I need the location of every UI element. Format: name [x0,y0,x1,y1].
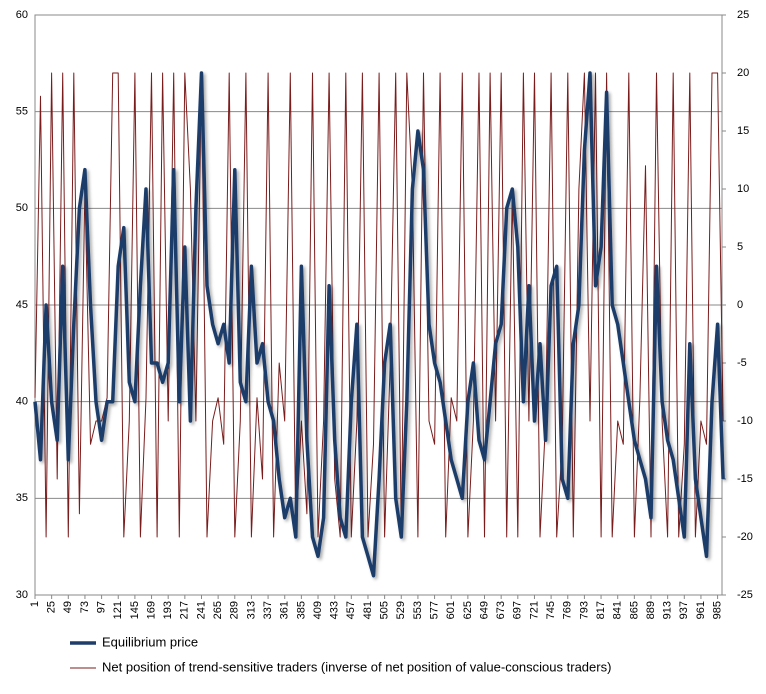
legend-label: Net position of trend-sensitive traders … [102,659,611,674]
x-tick-label: 217 [179,601,191,619]
x-tick-label: 553 [412,601,424,619]
x-tick-label: 169 [145,601,157,619]
x-tick-label: 913 [662,601,674,619]
y2-tick-label: 5 [737,241,743,253]
x-tick-label: 481 [362,601,374,619]
x-tick-label: 817 [595,601,607,619]
x-tick-label: 529 [395,601,407,619]
x-tick-label: 289 [229,601,241,619]
x-tick-label: 1 [29,601,41,607]
x-tick-label: 745 [545,601,557,619]
x-tick-label: 673 [495,601,507,619]
x-tick-label: 409 [312,601,324,619]
x-tick-label: 937 [678,601,690,619]
y-tick-label: 40 [16,396,28,408]
y2-tick-label: 25 [737,9,749,21]
y2-tick-label: -25 [737,589,753,601]
x-tick-label: 337 [262,601,274,619]
y2-tick-label: 20 [737,67,749,79]
x-tick-label: 769 [562,601,574,619]
x-tick-label: 649 [478,601,490,619]
x-tick-label: 361 [279,601,291,619]
y2-tick-label: -20 [737,531,753,543]
x-tick-label: 985 [712,601,724,619]
x-tick-label: 433 [329,601,341,619]
y2-tick-label: -15 [737,473,753,485]
x-tick-label: 505 [379,601,391,619]
x-tick-label: 457 [345,601,357,619]
x-tick-label: 841 [612,601,624,619]
x-tick-label: 793 [578,601,590,619]
x-tick-label: 73 [79,601,91,613]
x-tick-label: 697 [512,601,524,619]
x-tick-label: 625 [462,601,474,619]
y-tick-label: 30 [16,589,28,601]
x-tick-label: 121 [112,601,124,619]
series-line [33,71,725,578]
x-tick-label: 145 [129,601,141,619]
y2-tick-label: -5 [737,357,747,369]
x-tick-label: 193 [162,601,174,619]
y-tick-label: 35 [16,492,28,504]
x-tick-label: 889 [645,601,657,619]
legend-label: Equilibrium price [102,634,198,649]
y-tick-label: 45 [16,299,28,311]
x-tick-label: 25 [46,601,58,613]
x-tick-label: 97 [96,601,108,613]
y2-tick-label: -10 [737,415,753,427]
x-tick-label: 241 [195,601,207,619]
y-tick-label: 60 [16,9,28,21]
y-tick-label: 55 [16,106,28,118]
y2-tick-label: 10 [737,183,749,195]
y2-tick-label: 15 [737,125,749,137]
y2-tick-label: 0 [737,299,743,311]
x-tick-label: 961 [695,601,707,619]
x-tick-label: 385 [295,601,307,619]
x-tick-label: 265 [212,601,224,619]
x-tick-label: 601 [445,601,457,619]
x-tick-label: 721 [528,601,540,619]
x-tick-label: 49 [62,601,74,613]
x-tick-label: 313 [245,601,257,619]
x-tick-label: 577 [428,601,440,619]
x-tick-label: 865 [628,601,640,619]
y-tick-label: 50 [16,202,28,214]
